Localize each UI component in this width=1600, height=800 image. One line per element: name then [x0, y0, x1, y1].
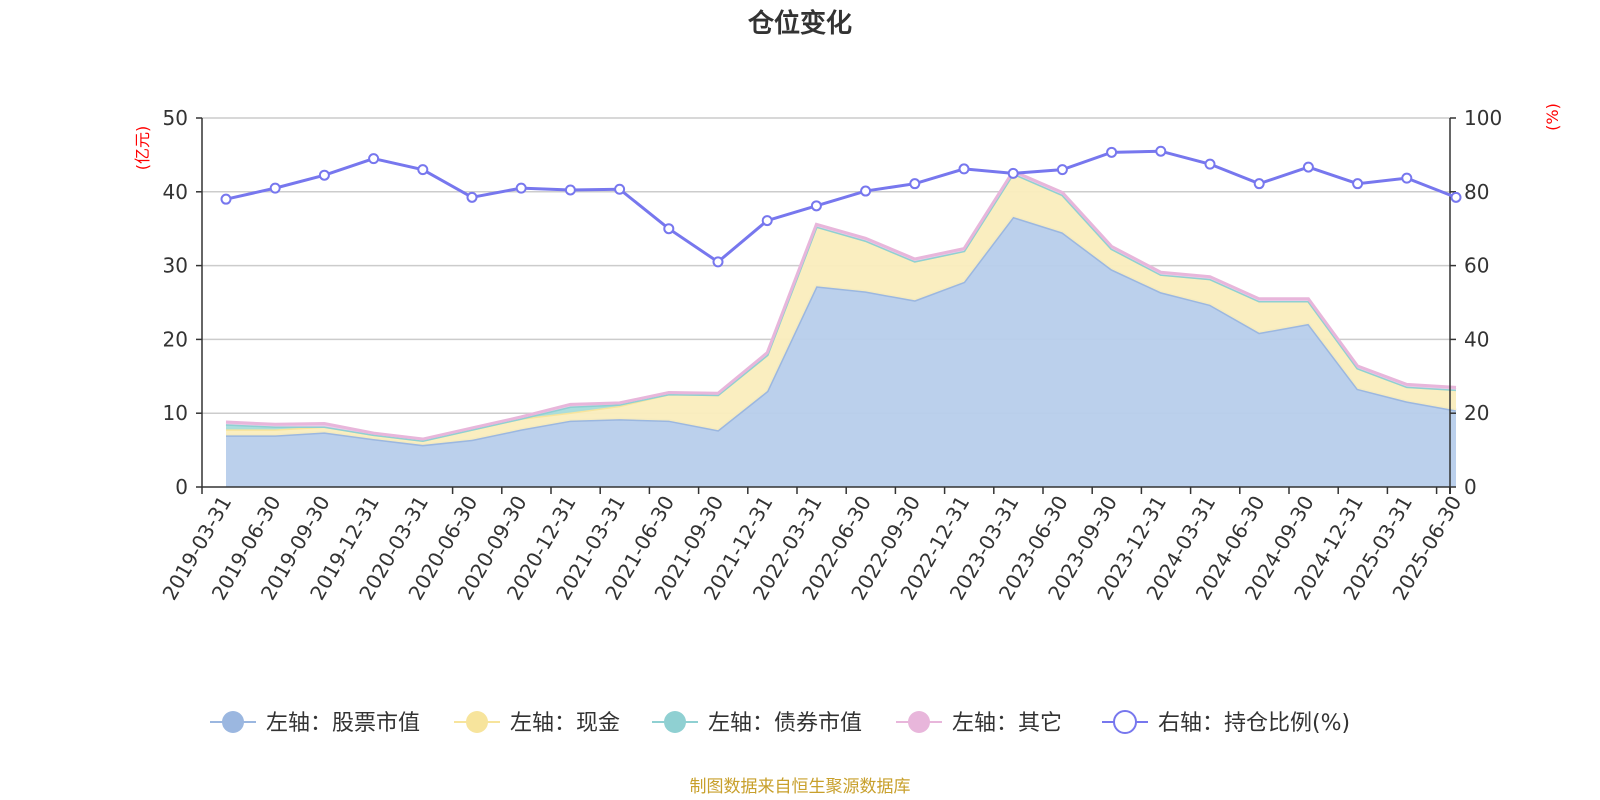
- ratio-point: [761, 215, 773, 227]
- area-左轴：股票市值: [226, 216, 1456, 487]
- ratio-point: [1352, 178, 1364, 190]
- right-tick-label: 0: [1464, 475, 1477, 499]
- legend-label: 左轴：现金: [510, 711, 620, 736]
- ratio-point: [515, 182, 527, 194]
- legend-label: 左轴：债券市值: [708, 711, 862, 736]
- stacked-areas: [225, 169, 1457, 487]
- ratio-point: [368, 153, 380, 165]
- right-tick-label: 20: [1464, 401, 1489, 425]
- ratio-point: [564, 184, 576, 196]
- legend-label: 左轴：其它: [952, 711, 1062, 736]
- left-tick-label: 40: [163, 180, 188, 204]
- ratio-point: [1056, 164, 1068, 176]
- ratio-point: [1007, 167, 1019, 179]
- right-tick-label: 40: [1464, 327, 1489, 351]
- ratio-point: [269, 182, 281, 194]
- left-tick-label: 50: [163, 106, 188, 130]
- left-tick-label: 20: [163, 327, 188, 351]
- ratio-point: [958, 163, 970, 175]
- right-axis-unit: (%): [1543, 103, 1562, 131]
- ratio-point: [1401, 172, 1413, 184]
- legend-marker: [222, 711, 244, 733]
- ratio-point: [1106, 146, 1118, 158]
- legend: 左轴：股票市值 左轴：现金 左轴：债券市值 左轴：其它 右轴：持仓比例(%): [210, 710, 1350, 736]
- chart-title: 仓位变化: [747, 8, 852, 39]
- left-tick-label: 10: [163, 401, 188, 425]
- right-tick-label: 60: [1464, 254, 1489, 278]
- ratio-point: [1302, 161, 1314, 173]
- ratio-point: [810, 200, 822, 212]
- left-axis-unit: (亿元): [133, 126, 152, 171]
- area-edge-左轴：其它: [225, 169, 1457, 441]
- ratio-point: [909, 178, 921, 190]
- ratio-point: [1204, 158, 1216, 170]
- ratio-point: [1450, 191, 1462, 203]
- ratio-point: [663, 223, 675, 235]
- legend-marker: [664, 711, 686, 733]
- ratio-line-path: [225, 149, 1457, 264]
- legend-marker: [908, 711, 930, 733]
- ratio-point: [417, 164, 429, 176]
- ratio-point: [860, 185, 872, 197]
- ratio-point: [318, 169, 330, 181]
- ratio-point: [614, 183, 626, 195]
- ratio-point: [1155, 145, 1167, 157]
- ratio-point: [220, 193, 232, 205]
- left-tick-label: 0: [175, 475, 188, 499]
- right-tick-label: 100: [1464, 106, 1502, 130]
- ratio-line: [220, 145, 1462, 268]
- left-tick-label: 30: [163, 254, 188, 278]
- legend-label: 右轴：持仓比例(%): [1158, 711, 1350, 736]
- right-tick-label: 80: [1464, 180, 1489, 204]
- legend-marker: [1113, 710, 1137, 734]
- ratio-point: [1253, 178, 1265, 190]
- legend-label: 左轴：股票市值: [266, 711, 420, 736]
- ratio-point: [466, 191, 478, 203]
- legend-marker: [466, 711, 488, 733]
- ratio-point: [712, 256, 724, 268]
- source-note: 制图数据来自恒生聚源数据库: [690, 777, 911, 797]
